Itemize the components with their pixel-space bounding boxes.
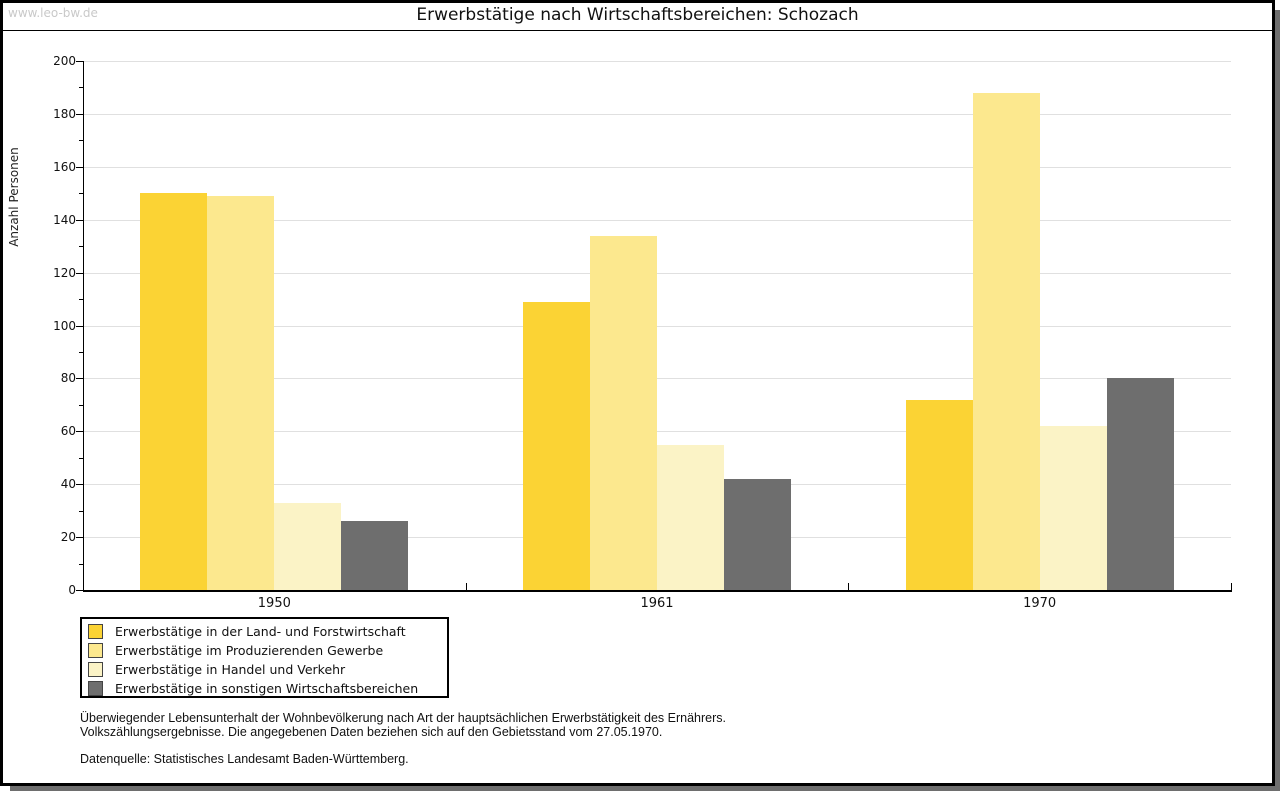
y-tick-label: 140 — [53, 212, 76, 227]
bar-1950-series-1 — [140, 193, 208, 590]
y-major-tick — [76, 325, 83, 327]
legend-row: Erwerbstätige in der Land- und Forstwirt… — [88, 622, 447, 641]
x-axis-line — [83, 590, 1232, 592]
y-minor-tick — [79, 246, 83, 248]
x-boundary-tick — [1231, 583, 1232, 590]
bar-1961-series-1 — [523, 301, 590, 590]
y-tick-label: 40 — [60, 477, 76, 492]
y-major-tick — [76, 166, 83, 168]
y-tick-label: 60 — [60, 424, 76, 439]
gridline — [84, 219, 1231, 221]
y-major-tick — [76, 113, 83, 115]
y-tick-label: 80 — [60, 371, 76, 386]
y-axis-title: Anzahl Personen — [7, 147, 21, 247]
legend-row: Erwerbstätige in Handel und Verkehr — [88, 660, 447, 679]
data-source: Datenquelle: Statistisches Landesamt Bad… — [80, 752, 409, 766]
y-minor-tick — [79, 457, 83, 459]
y-minor-tick — [79, 351, 83, 353]
y-tick-label: 0 — [68, 583, 76, 597]
bar-1950-series-2 — [207, 195, 275, 590]
window-shadow-right — [1275, 10, 1280, 791]
bar-1970-series-2 — [972, 92, 1040, 590]
x-tick-label: 1970 — [1023, 596, 1057, 611]
legend-label: Erwerbstätige in der Land- und Forstwirt… — [115, 624, 406, 639]
legend-label: Erwerbstätige in sonstigen Wirtschaftsbe… — [115, 681, 419, 696]
bar-1950-series-4 — [341, 521, 409, 590]
gridline — [84, 113, 1231, 115]
legend-swatch-icon — [88, 643, 103, 658]
bar-1970-series-4 — [1106, 378, 1174, 590]
y-tick-label: 200 — [53, 54, 76, 68]
bar-1961-series-2 — [590, 235, 657, 590]
footnote: Überwiegender Lebensunterhalt der Wohnbe… — [80, 711, 726, 766]
legend: Erwerbstätige in der Land- und Forstwirt… — [80, 617, 449, 698]
y-tick-label: 160 — [53, 159, 76, 174]
footnote-line-2: Volkszählungsergebnisse. Die angegebenen… — [80, 725, 663, 739]
gridline — [84, 166, 1231, 168]
y-tick-label: 120 — [53, 265, 76, 280]
y-major-tick — [76, 378, 83, 380]
y-tick-label: 20 — [60, 530, 76, 545]
bar-1970-series-1 — [905, 399, 973, 590]
y-major-tick — [76, 431, 83, 433]
y-major-tick — [76, 61, 83, 62]
x-boundary-tick — [465, 583, 467, 590]
y-tick-label: 100 — [53, 318, 76, 333]
y-tick-label: 180 — [53, 106, 76, 121]
gridline — [84, 272, 1231, 274]
gridline — [84, 325, 1231, 327]
chart-title: Erwerbstätige nach Wirtschaftsbereichen:… — [416, 5, 859, 25]
y-major-tick — [76, 590, 83, 591]
y-major-tick — [76, 537, 83, 539]
bar-1950-series-3 — [274, 502, 342, 590]
y-minor-tick — [79, 193, 83, 195]
y-major-tick — [76, 484, 83, 486]
y-minor-tick — [79, 140, 83, 142]
y-minor-tick — [79, 404, 83, 406]
legend-row: Erwerbstätige in sonstigen Wirtschaftsbe… — [88, 679, 447, 698]
legend-swatch-icon — [88, 681, 103, 696]
bar-1961-series-4 — [724, 478, 791, 590]
legend-swatch-icon — [88, 624, 103, 639]
footnote-line-1: Überwiegender Lebensunterhalt der Wohnbe… — [80, 711, 726, 725]
gridline — [84, 378, 1231, 380]
y-major-tick — [76, 272, 83, 274]
y-minor-tick — [79, 87, 83, 89]
y-major-tick — [76, 219, 83, 221]
x-tick-label: 1950 — [257, 596, 291, 611]
y-minor-tick — [79, 510, 83, 512]
y-axis-line — [83, 61, 84, 592]
gridline — [84, 431, 1231, 433]
gridline — [84, 61, 1231, 62]
title-separator — [3, 30, 1272, 31]
y-minor-tick — [79, 299, 83, 301]
bar-1961-series-3 — [657, 444, 724, 590]
bar-1970-series-3 — [1039, 426, 1107, 590]
x-boundary-tick — [848, 583, 850, 590]
legend-label: Erwerbstätige in Handel und Verkehr — [115, 662, 346, 677]
window-shadow-bottom — [10, 786, 1275, 791]
legend-label: Erwerbstätige im Produzierenden Gewerbe — [115, 643, 384, 658]
watermark: www.leo-bw.de — [8, 6, 98, 20]
y-minor-tick — [79, 563, 83, 565]
legend-row: Erwerbstätige im Produzierenden Gewerbe — [88, 641, 447, 660]
x-tick-label: 1961 — [640, 596, 674, 611]
legend-swatch-icon — [88, 662, 103, 677]
